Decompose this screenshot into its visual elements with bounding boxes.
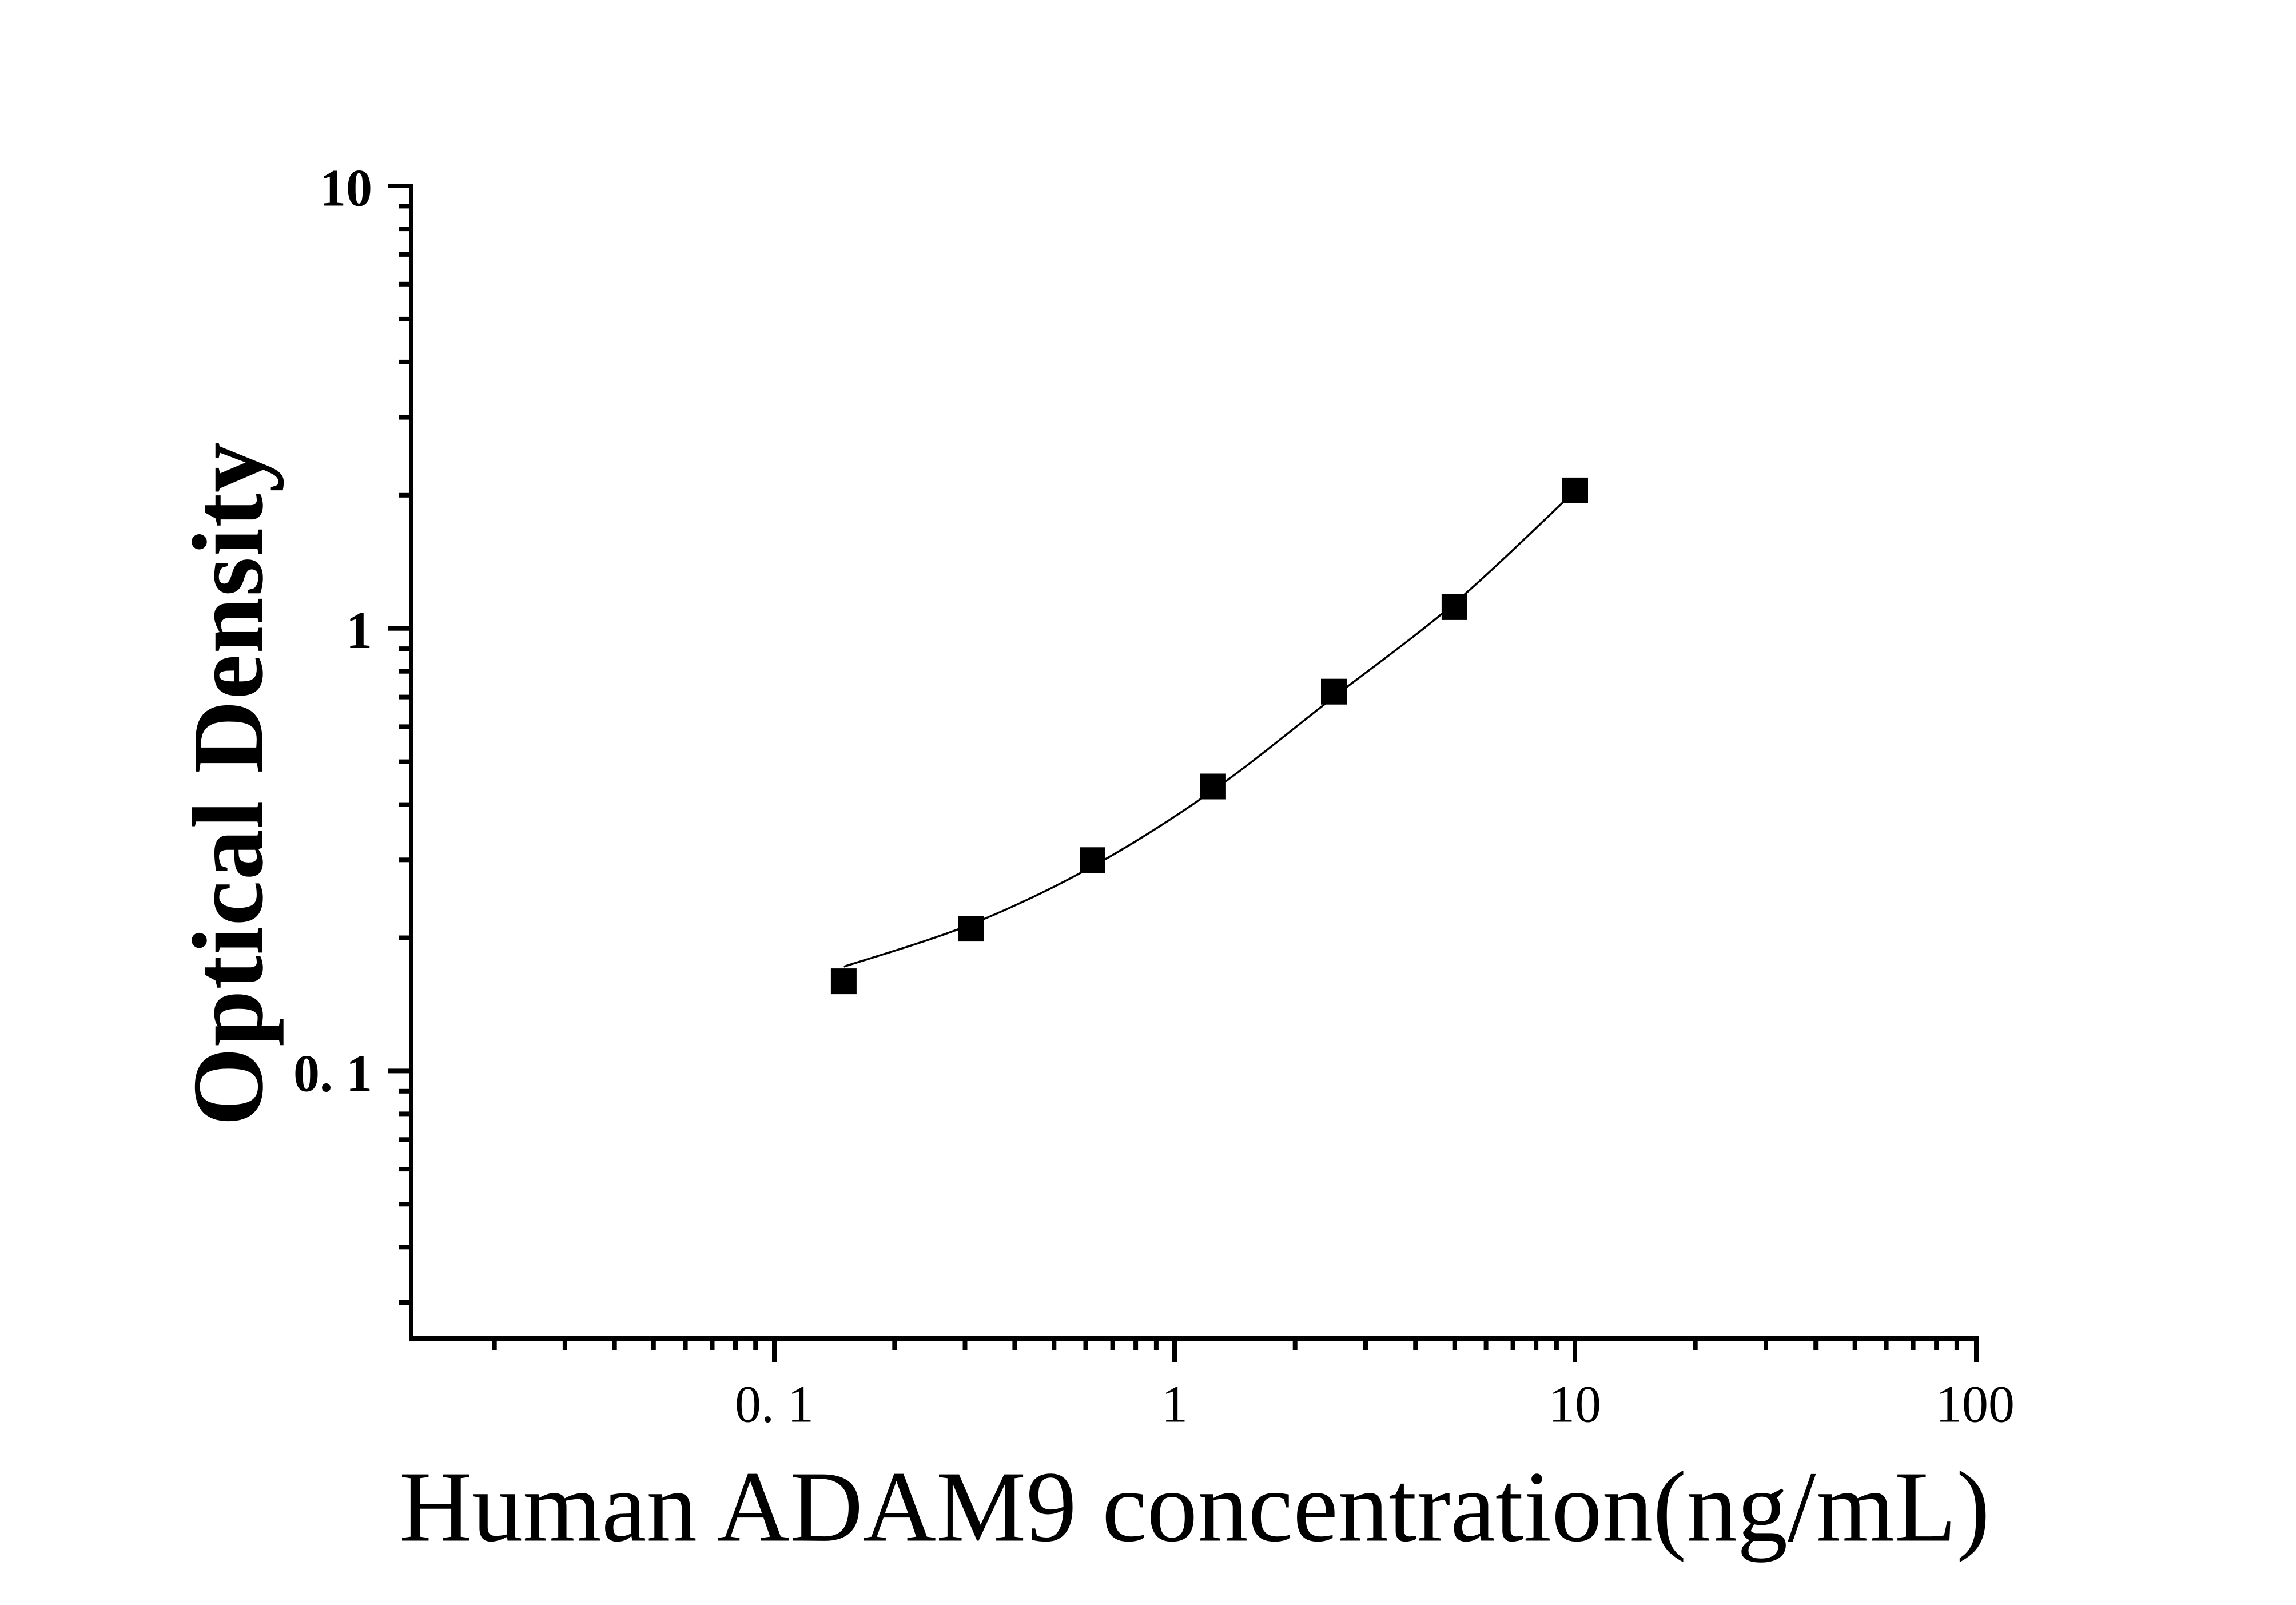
svg-text:10: 10 bbox=[320, 159, 372, 217]
svg-text:1: 1 bbox=[1161, 1375, 1188, 1433]
svg-text:10: 10 bbox=[1549, 1375, 1601, 1433]
svg-text:Optical Density: Optical Density bbox=[172, 441, 284, 1126]
svg-text:100: 100 bbox=[1936, 1375, 2015, 1433]
svg-text:1: 1 bbox=[346, 601, 372, 660]
svg-text:0. 1: 0. 1 bbox=[293, 1044, 372, 1103]
svg-text:0. 1: 0. 1 bbox=[735, 1375, 814, 1433]
svg-text:Human ADAM9 concentration(ng/m: Human ADAM9 concentration(ng/mL) bbox=[399, 1451, 1990, 1563]
